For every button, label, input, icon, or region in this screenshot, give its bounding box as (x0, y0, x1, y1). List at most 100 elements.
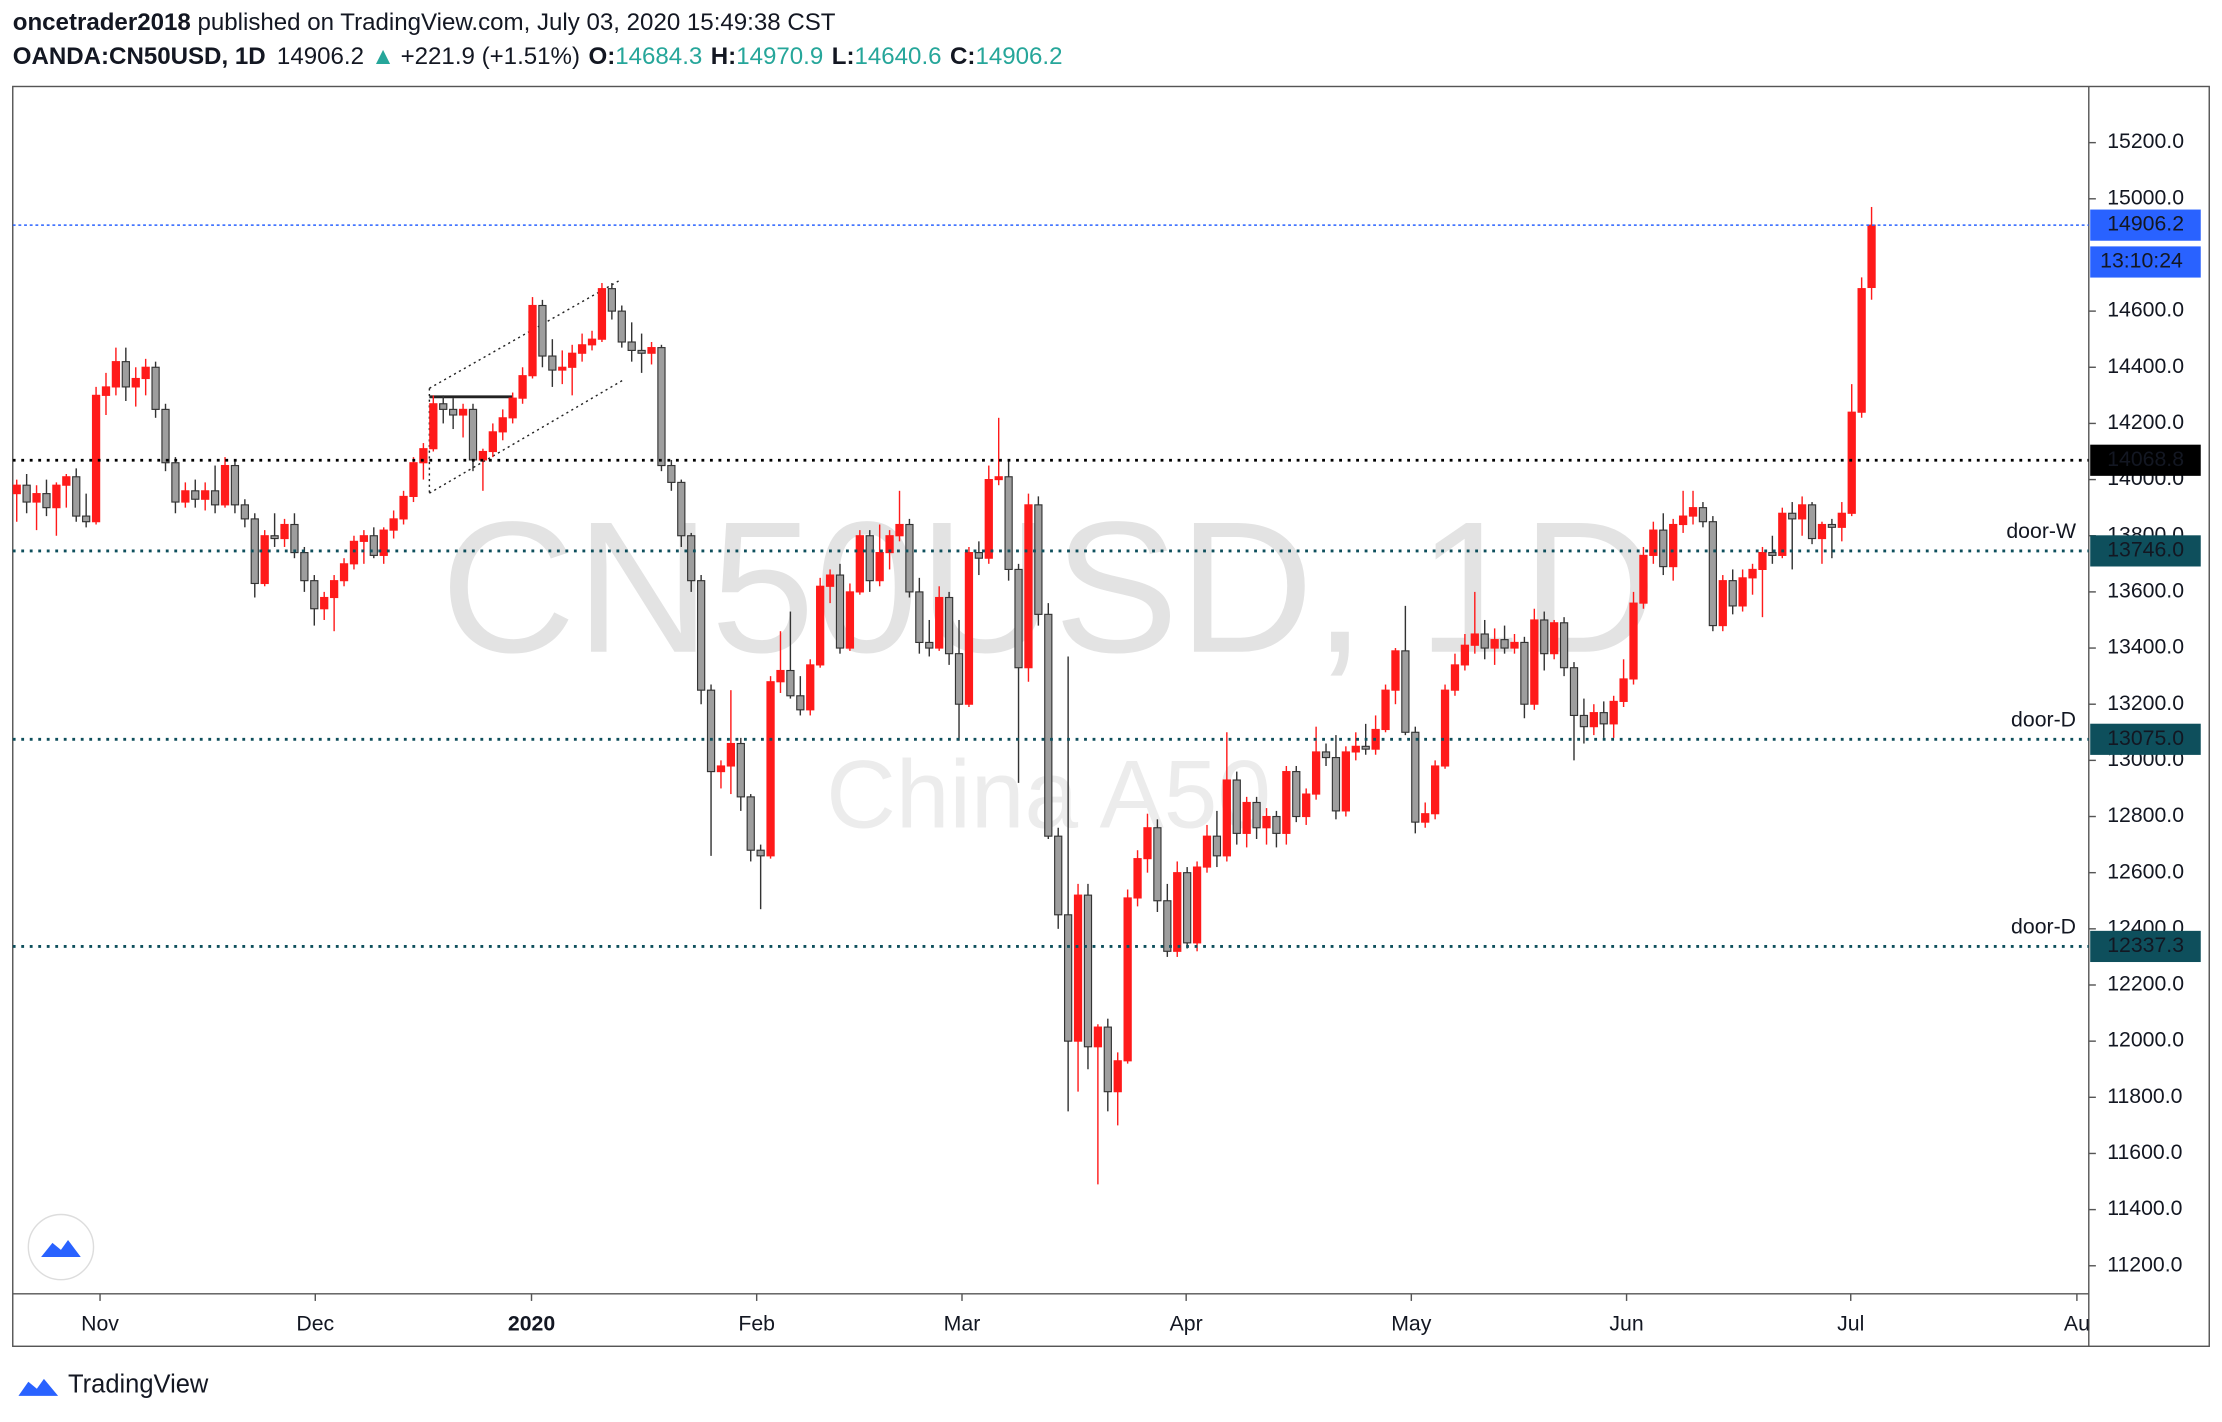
candle-body (1619, 678, 1628, 702)
candle-body (1351, 745, 1360, 753)
candle-body (1698, 507, 1708, 523)
candle-body (1054, 835, 1063, 916)
candle-body (1321, 751, 1331, 759)
candle-body (1500, 639, 1509, 649)
candle-body (925, 641, 934, 649)
level-label-box (2090, 535, 2201, 567)
candle-body (766, 681, 775, 857)
candle-body (1252, 801, 1261, 829)
candle-body (974, 552, 983, 559)
level-label-box (2090, 444, 2201, 476)
level-label-box (2090, 209, 2201, 241)
candle-body (1669, 523, 1678, 568)
candle-body (1073, 894, 1083, 1042)
x-tick-label: Jul (1837, 1312, 1864, 1336)
candle-body (1381, 689, 1390, 731)
candle-body (220, 464, 230, 506)
plot (12, 206, 2089, 1185)
candle-body (210, 490, 220, 506)
candle-body (1292, 771, 1301, 818)
level-label: 14068.8 (2107, 447, 2184, 471)
candle-body (1559, 622, 1569, 669)
candle-body (1242, 801, 1251, 834)
candle-body (1421, 813, 1430, 823)
candle-body (1341, 751, 1351, 812)
ohlc-key: H: (711, 44, 736, 71)
candle-body (558, 366, 567, 371)
y-tick-label: 14400.0 (2107, 354, 2184, 378)
candle-body (1599, 712, 1608, 725)
candle-body (915, 591, 924, 644)
candle-body (449, 408, 458, 416)
candle-body (1004, 476, 1013, 570)
level-label: 14906.2 (2107, 212, 2184, 236)
candle-body (1311, 751, 1321, 795)
candle-body (32, 493, 41, 503)
candle-body (568, 352, 577, 368)
candle-body (389, 518, 398, 531)
candle-body (161, 408, 170, 464)
ohlc-key: O: (588, 44, 615, 71)
candle-body (1430, 765, 1440, 815)
candle-body (1807, 504, 1817, 540)
candle-body (1460, 644, 1470, 666)
candle-body (935, 596, 944, 649)
candle-body (1093, 1026, 1103, 1048)
candle-body (1282, 771, 1291, 834)
candle-body (468, 408, 478, 461)
candle-body (776, 669, 785, 683)
candle-body (667, 464, 676, 483)
level-label: 13075.0 (2107, 726, 2184, 750)
candle-body (637, 349, 646, 354)
candle-body (1788, 512, 1797, 520)
candle-body (478, 450, 488, 461)
candle-body (677, 481, 686, 537)
candle-body (1678, 515, 1688, 526)
candle-body (548, 355, 557, 371)
tv-button[interactable] (27, 1213, 95, 1281)
candle-body (1530, 619, 1539, 705)
axes: 11200.0 11400.0 11600.0 11800.0 12000.0 12200… (81, 129, 2201, 1336)
candle-body (1510, 641, 1519, 649)
candle-body (1748, 568, 1757, 579)
candle-body (1024, 504, 1033, 669)
candle-body (855, 535, 864, 593)
candle-body (577, 344, 587, 354)
ohlc-value: 14640.6 (854, 44, 941, 71)
candle-body (1827, 523, 1837, 528)
candle-body (1778, 512, 1787, 556)
candle-body (1569, 667, 1579, 717)
candle-body (72, 476, 81, 517)
y-tick-label: 12600.0 (2107, 859, 2184, 883)
candle-body (984, 479, 993, 559)
candle-body (806, 664, 815, 711)
candle-body (1113, 1060, 1122, 1093)
candle-body (171, 462, 180, 503)
candle-body (607, 288, 616, 312)
tv-icon (41, 1240, 81, 1258)
candle-body (627, 341, 636, 351)
candle-body (409, 462, 418, 497)
candle-body (994, 476, 1003, 481)
candle-body (1768, 552, 1777, 556)
y-tick-label: 15200.0 (2107, 129, 2184, 153)
symbol: OANDA:CN50USD, 1D (13, 44, 266, 71)
y-tick-label: 13400.0 (2107, 635, 2184, 659)
candle-body (508, 397, 517, 419)
candle-body (320, 596, 329, 610)
candle-body (429, 403, 438, 450)
candle-body (1173, 872, 1182, 952)
level-label: 13746.0 (2107, 538, 2184, 562)
candle-body (1401, 650, 1410, 733)
x-tick-label: Apr (1170, 1312, 1203, 1336)
candle-body (379, 529, 388, 556)
candle-body (1063, 914, 1073, 1042)
candle-body (1520, 641, 1529, 705)
candle-body (439, 403, 448, 410)
x-tick-label: Mar (944, 1312, 981, 1336)
candle-body (1361, 745, 1370, 750)
candle-body (121, 361, 130, 388)
candle-body (141, 366, 150, 380)
candle-body (300, 552, 309, 582)
